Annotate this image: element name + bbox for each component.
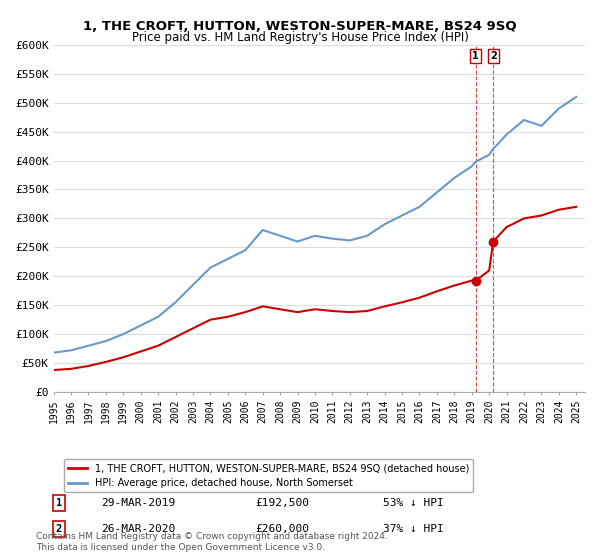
Text: 37% ↓ HPI: 37% ↓ HPI — [383, 524, 444, 534]
Text: Contains HM Land Registry data © Crown copyright and database right 2024.
This d: Contains HM Land Registry data © Crown c… — [36, 532, 388, 552]
Text: 2: 2 — [490, 52, 497, 62]
Text: 2: 2 — [56, 524, 62, 534]
Text: 53% ↓ HPI: 53% ↓ HPI — [383, 498, 444, 508]
Legend: 1, THE CROFT, HUTTON, WESTON-SUPER-MARE, BS24 9SQ (detached house), HPI: Average: 1, THE CROFT, HUTTON, WESTON-SUPER-MARE,… — [64, 459, 473, 492]
Text: 1: 1 — [472, 52, 479, 62]
Text: £260,000: £260,000 — [256, 524, 310, 534]
Text: 1, THE CROFT, HUTTON, WESTON-SUPER-MARE, BS24 9SQ: 1, THE CROFT, HUTTON, WESTON-SUPER-MARE,… — [83, 20, 517, 32]
Text: 26-MAR-2020: 26-MAR-2020 — [101, 524, 176, 534]
Text: 1: 1 — [56, 498, 62, 508]
Text: Price paid vs. HM Land Registry's House Price Index (HPI): Price paid vs. HM Land Registry's House … — [131, 31, 469, 44]
Text: 29-MAR-2019: 29-MAR-2019 — [101, 498, 176, 508]
Text: £192,500: £192,500 — [256, 498, 310, 508]
